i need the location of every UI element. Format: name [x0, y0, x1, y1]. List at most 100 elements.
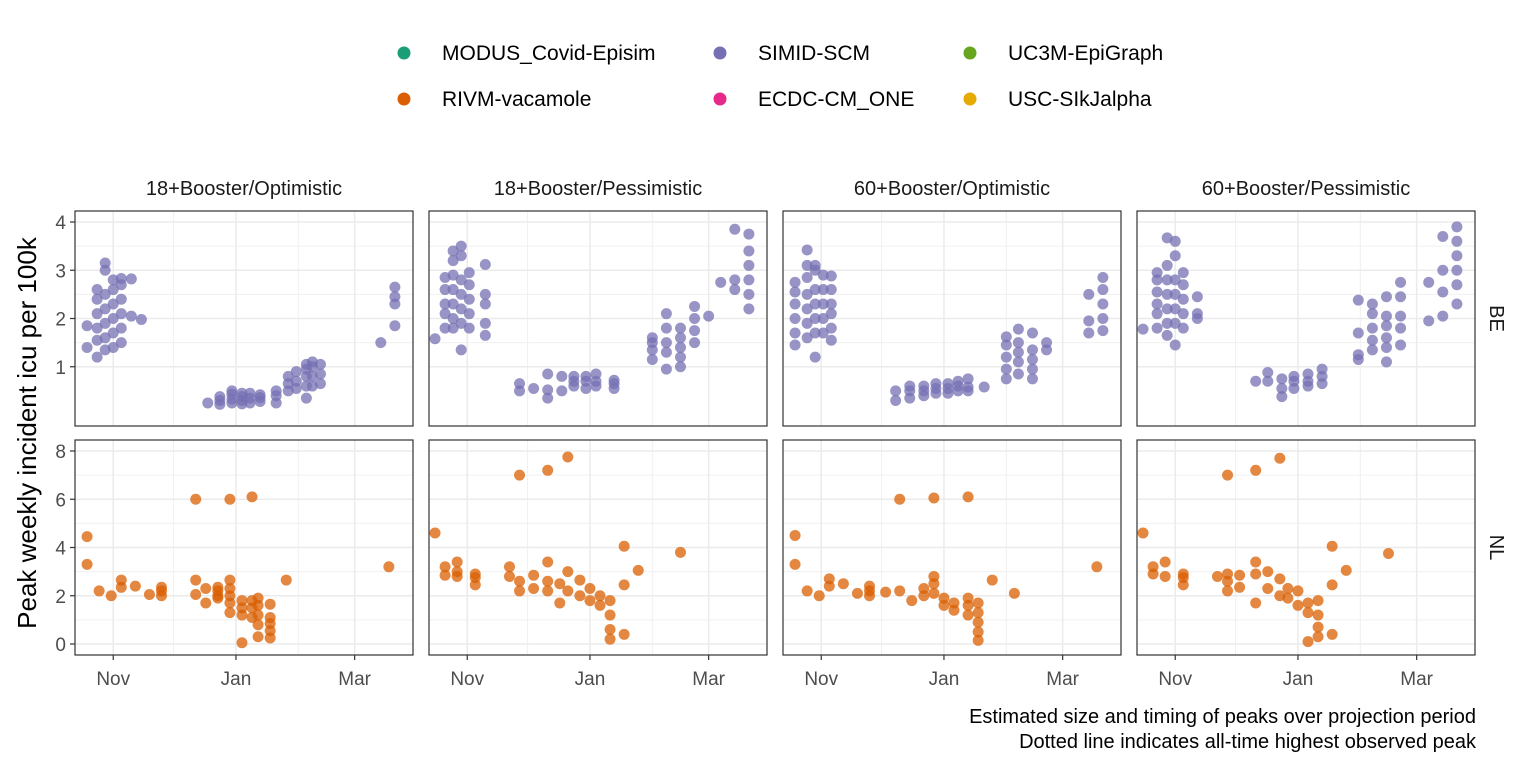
data-point: [1366, 298, 1378, 310]
y-tick-label: 0: [55, 635, 66, 656]
data-point: [389, 281, 401, 293]
data-point: [660, 363, 672, 375]
data-point: [447, 322, 459, 334]
data-point: [660, 337, 672, 349]
data-point: [1302, 636, 1314, 648]
data-point: [202, 397, 214, 409]
data-point: [574, 574, 586, 586]
data-point: [479, 329, 491, 341]
data-point: [942, 378, 954, 390]
data-point: [906, 595, 918, 607]
data-point: [503, 561, 515, 573]
x-tick-label: Nov: [804, 669, 838, 690]
x-tick-label: Jan: [1283, 669, 1314, 690]
data-point: [809, 284, 821, 296]
data-point: [1000, 363, 1012, 375]
data-point: [789, 558, 801, 570]
data-point: [962, 373, 974, 385]
legend-label: RIVM-vacamole: [442, 88, 591, 111]
data-point: [674, 322, 686, 334]
data-point: [1380, 291, 1392, 303]
data-point: [590, 368, 602, 380]
data-point: [1276, 391, 1288, 403]
data-point: [825, 298, 837, 310]
data-point: [99, 332, 111, 344]
data-point: [660, 346, 672, 358]
data-point: [455, 344, 467, 356]
data-point: [99, 317, 111, 329]
x-tick-label: Mar: [338, 669, 371, 690]
data-point: [962, 381, 974, 393]
data-point: [224, 493, 236, 505]
data-point: [1177, 293, 1189, 305]
data-point: [1137, 527, 1149, 539]
data-point: [604, 595, 616, 607]
data-point: [439, 569, 451, 581]
data-point: [107, 313, 119, 324]
data-point: [542, 392, 554, 404]
data-point: [1151, 298, 1163, 310]
data-point: [1274, 452, 1286, 464]
data-point: [1097, 298, 1109, 310]
data-point: [282, 370, 294, 382]
data-point: [264, 611, 276, 623]
data-point: [1161, 317, 1173, 329]
data-point: [1169, 339, 1181, 351]
data-point: [618, 628, 630, 640]
panel-nl-60-booster-pessimistic: [1136, 439, 1476, 656]
data-point: [542, 464, 554, 476]
data-point: [1000, 331, 1012, 343]
y-tick-label: 8: [55, 442, 66, 463]
data-point: [389, 320, 401, 332]
legend-swatch: [713, 46, 727, 60]
data-point: [200, 597, 212, 609]
data-point: [743, 303, 755, 315]
data-point: [1250, 464, 1262, 476]
legend-swatch: [397, 92, 411, 106]
data-point: [817, 327, 829, 339]
data-point: [1250, 375, 1262, 387]
data-point: [1380, 341, 1392, 353]
panels: 18+Booster/Optimistic 18+Booster/Pessimis…: [55, 178, 1507, 690]
data-point: [1083, 315, 1095, 327]
data-point: [689, 300, 701, 312]
data-point: [825, 334, 837, 346]
data-point: [1274, 573, 1286, 585]
data-point: [1191, 308, 1203, 320]
data-point: [1262, 367, 1274, 379]
legend-swatch: [963, 46, 977, 60]
data-point: [729, 284, 741, 296]
data-point: [81, 531, 93, 543]
data-point: [455, 274, 467, 286]
data-point: [801, 244, 813, 256]
data-point: [135, 313, 147, 325]
data-point: [1169, 303, 1181, 315]
data-point: [1437, 230, 1449, 242]
data-point: [604, 633, 616, 645]
data-point: [1437, 286, 1449, 298]
data-point: [646, 332, 658, 344]
data-point: [463, 293, 475, 305]
panel-border: [428, 210, 768, 427]
data-point: [314, 378, 326, 390]
data-point: [1423, 276, 1435, 288]
data-point: [91, 322, 103, 334]
data-point: [1083, 288, 1095, 300]
data-point: [809, 259, 821, 271]
data-point: [236, 637, 248, 649]
data-point: [1026, 344, 1038, 356]
data-point: [864, 580, 876, 592]
panel-border: [782, 439, 1122, 656]
data-point: [514, 585, 526, 597]
data-point: [1366, 308, 1378, 320]
data-point: [1451, 235, 1463, 247]
data-point: [93, 585, 105, 597]
facet-column-label: 60+Booster/Optimistic: [854, 178, 1050, 200]
data-point: [463, 279, 475, 291]
data-point: [608, 374, 620, 386]
data-point: [1083, 327, 1095, 339]
data-point: [1211, 570, 1223, 582]
data-point: [214, 391, 226, 403]
data-point: [825, 284, 837, 296]
data-point: [129, 580, 141, 592]
